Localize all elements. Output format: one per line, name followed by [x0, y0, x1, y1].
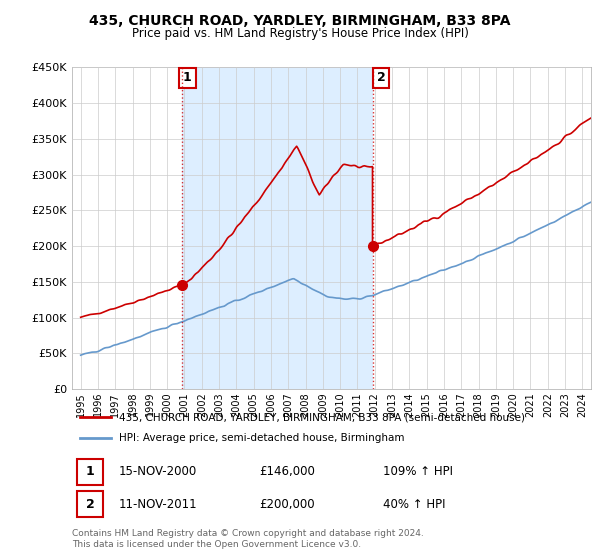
- Text: 109% ↑ HPI: 109% ↑ HPI: [383, 465, 454, 478]
- Text: £146,000: £146,000: [259, 465, 315, 478]
- Text: 1: 1: [183, 72, 192, 85]
- Text: 2: 2: [377, 72, 386, 85]
- Bar: [182, 67, 373, 389]
- Text: Price paid vs. HM Land Registry's House Price Index (HPI): Price paid vs. HM Land Registry's House …: [131, 27, 469, 40]
- FancyBboxPatch shape: [77, 459, 103, 484]
- Text: 15-NOV-2000: 15-NOV-2000: [119, 465, 197, 478]
- FancyBboxPatch shape: [77, 492, 103, 517]
- Text: 435, CHURCH ROAD, YARDLEY, BIRMINGHAM, B33 8PA: 435, CHURCH ROAD, YARDLEY, BIRMINGHAM, B…: [89, 14, 511, 28]
- Text: 11-NOV-2011: 11-NOV-2011: [119, 498, 197, 511]
- Text: £200,000: £200,000: [259, 498, 314, 511]
- Text: 1: 1: [86, 465, 95, 478]
- Text: 435, CHURCH ROAD, YARDLEY, BIRMINGHAM, B33 8PA (semi-detached house): 435, CHURCH ROAD, YARDLEY, BIRMINGHAM, B…: [119, 412, 525, 422]
- Text: 2: 2: [86, 498, 95, 511]
- Text: Contains HM Land Registry data © Crown copyright and database right 2024.
This d: Contains HM Land Registry data © Crown c…: [72, 529, 424, 549]
- Text: 40% ↑ HPI: 40% ↑ HPI: [383, 498, 446, 511]
- Text: HPI: Average price, semi-detached house, Birmingham: HPI: Average price, semi-detached house,…: [119, 433, 404, 444]
